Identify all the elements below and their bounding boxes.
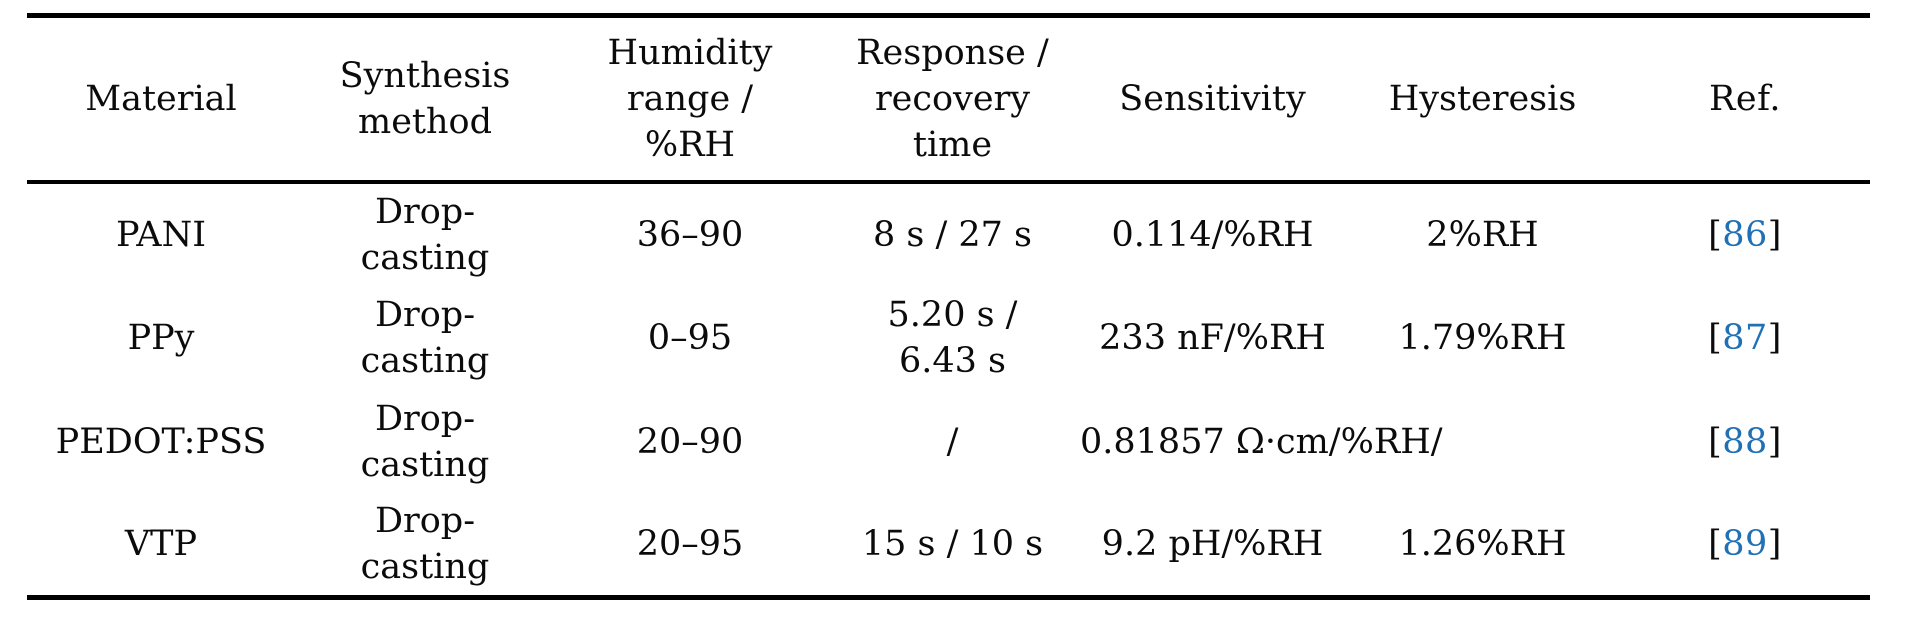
- cell-synthesis-method: Drop- casting: [360, 294, 490, 381]
- table-row-vtp: VTP Drop- casting 20–95 15 s / 10 s 9.2 …: [27, 494, 1870, 598]
- cell-material: PEDOT:PSS: [55, 421, 267, 462]
- column-header-humidity-range: Humidity range / %RH: [607, 32, 773, 165]
- citation-bracket-open: [: [1708, 317, 1723, 358]
- column-header-ref: Ref.: [1709, 78, 1781, 119]
- citation-bracket-open: [: [1708, 524, 1723, 565]
- cell-ref: [89]: [1620, 494, 1870, 598]
- column-header-response-recovery-time: Response / recovery time: [856, 32, 1049, 165]
- cell-sensitivity: 0.114/%RH: [1111, 214, 1314, 255]
- citation-bracket-close: ]: [1767, 524, 1782, 565]
- cell-ref: [88]: [1620, 390, 1870, 494]
- cell-humidity-range: 36–90: [636, 214, 744, 255]
- paper-table-region: Material Synthesis method Humidity range…: [27, 13, 1870, 600]
- column-header-hysteresis: Hysteresis: [1388, 78, 1577, 119]
- cell-material: PPy: [127, 317, 195, 358]
- citation-bracket-open: [: [1708, 214, 1723, 255]
- cell-response-recovery: /: [946, 421, 959, 462]
- cell-material: VTP: [124, 524, 198, 565]
- column-header-synthesis-method: Synthesis method: [339, 55, 511, 142]
- cell-sensitivity: 9.2 pH/%RH: [1101, 524, 1324, 565]
- cell-response-recovery: 5.20 s / 6.43 s: [887, 294, 1018, 381]
- citation-link[interactable]: 87: [1722, 317, 1768, 358]
- table-body: PANI Drop- casting 36–90 8 s / 27 s 0.11…: [27, 182, 1870, 598]
- header-row: Material Synthesis method Humidity range…: [27, 16, 1870, 182]
- cell-hysteresis: 2%RH: [1426, 214, 1539, 255]
- citation-bracket-close: ]: [1767, 214, 1782, 255]
- column-header-material: Material: [85, 78, 237, 119]
- citation-link[interactable]: 89: [1722, 524, 1768, 565]
- column-header-sensitivity: Sensitivity: [1119, 78, 1306, 119]
- cell-hysteresis: 1.26%RH: [1398, 524, 1567, 565]
- table-header: Material Synthesis method Humidity range…: [27, 16, 1870, 182]
- citation-bracket-close: ]: [1767, 421, 1782, 462]
- table-row-pani: PANI Drop- casting 36–90 8 s / 27 s 0.11…: [27, 182, 1870, 286]
- table-row-pedot-pss: PEDOT:PSS Drop- casting 20–90 / 0.81857 …: [27, 390, 1870, 494]
- cell-sensitivity: 233 nF/%RH: [1099, 317, 1326, 358]
- cell-hysteresis: 1.79%RH: [1398, 317, 1567, 358]
- citation-bracket-close: ]: [1767, 317, 1782, 358]
- citation-link[interactable]: 88: [1722, 421, 1768, 462]
- cell-sensitivity: 0.81857 Ω·cm/%RH/: [1080, 421, 1443, 462]
- cell-synthesis-method: Drop- casting: [360, 191, 490, 278]
- cell-synthesis-method: Drop- casting: [360, 398, 490, 485]
- cell-humidity-range: 0–95: [647, 317, 733, 358]
- cell-response-recovery: 8 s / 27 s: [872, 214, 1033, 255]
- cell-ref: [87]: [1620, 286, 1870, 390]
- cell-humidity-range: 20–95: [636, 524, 744, 565]
- cell-synthesis-method: Drop- casting: [360, 501, 490, 588]
- cell-response-recovery: 15 s / 10 s: [861, 524, 1044, 565]
- cell-humidity-range: 20–90: [636, 421, 744, 462]
- citation-bracket-open: [: [1708, 421, 1723, 462]
- cell-material: PANI: [115, 214, 207, 255]
- table-row-ppy: PPy Drop- casting 0–95 5.20 s / 6.43 s 2…: [27, 286, 1870, 390]
- cell-ref: [86]: [1620, 182, 1870, 286]
- humidity-sensors-table: Material Synthesis method Humidity range…: [27, 13, 1870, 600]
- citation-link[interactable]: 86: [1722, 214, 1768, 255]
